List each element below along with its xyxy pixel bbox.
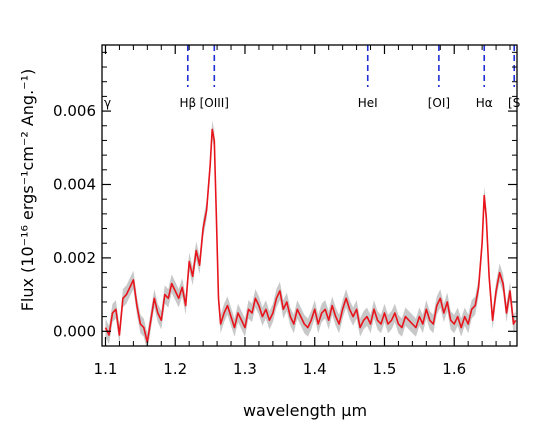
marker-label-1: Hβ xyxy=(179,96,196,110)
error-band-0 xyxy=(105,120,516,346)
marker-label-4: [OI] xyxy=(428,96,450,110)
marker-label-2: [OIII] xyxy=(200,96,229,110)
x-tick-label: 1.5 xyxy=(373,360,397,378)
marker-label-0: γ xyxy=(104,96,111,110)
y-tick-label: 0.002 xyxy=(53,249,96,267)
x-tick-label: 1.1 xyxy=(94,360,118,378)
x-tick-label: 1.6 xyxy=(442,360,466,378)
marker-label-3: HeI xyxy=(358,96,378,110)
y-tick-label: 0.000 xyxy=(53,322,96,340)
axes: 1.1 1.2 1.3 1.4 1.5 1.6 0.000 0.002 0.004 0.006 xyxy=(53,44,518,378)
x-tick-label: 1.3 xyxy=(233,360,257,378)
plot-area xyxy=(104,120,517,346)
plot-frame xyxy=(101,44,518,347)
spectrum-line-0 xyxy=(104,128,517,344)
marker-label-5: Hα xyxy=(476,96,493,110)
marker-label-6: [S xyxy=(508,96,520,110)
y-tick-label: 0.004 xyxy=(53,175,96,193)
x-axis-title: wavelength μm xyxy=(243,401,367,420)
x-tick-label: 1.4 xyxy=(303,360,327,378)
y-tick-label: 0.006 xyxy=(53,102,96,120)
x-tick-label: 1.2 xyxy=(163,360,187,378)
line-markers: γ Hβ [OIII] HeI [OI] Hα [S xyxy=(104,45,520,110)
y-axis-title: Flux (10⁻¹⁶ ergs⁻¹cm⁻² Ang.⁻¹) xyxy=(18,69,37,312)
